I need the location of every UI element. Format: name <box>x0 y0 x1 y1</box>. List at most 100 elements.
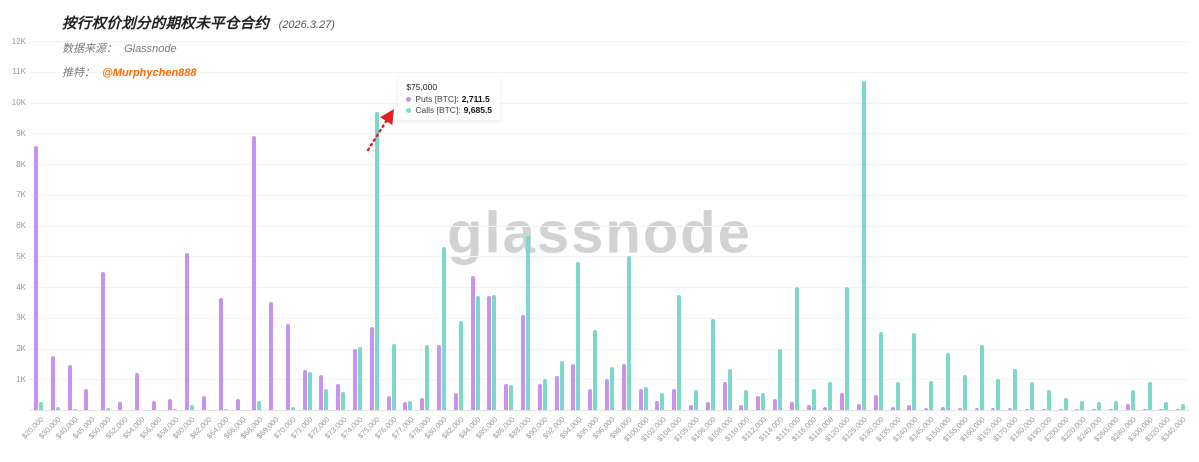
bar-puts[interactable] <box>1176 409 1181 410</box>
bar-puts[interactable] <box>689 405 693 410</box>
bar-puts[interactable] <box>873 394 878 410</box>
bar-calls[interactable] <box>458 320 463 410</box>
bar-calls[interactable] <box>1013 368 1018 410</box>
bar-calls[interactable] <box>929 380 934 410</box>
bar-puts[interactable] <box>369 326 374 410</box>
bar-puts[interactable] <box>1159 409 1164 410</box>
bar-calls[interactable] <box>794 287 799 410</box>
bar-calls[interactable] <box>408 400 413 410</box>
bar-puts[interactable] <box>33 145 38 410</box>
bar-puts[interactable] <box>67 365 72 410</box>
bar-puts[interactable] <box>201 396 206 410</box>
bar-puts[interactable] <box>722 382 727 410</box>
bar-puts[interactable] <box>554 376 559 410</box>
bar-calls[interactable] <box>559 360 564 410</box>
bar-puts[interactable] <box>235 399 240 410</box>
bar-calls[interactable] <box>626 256 631 411</box>
bar-calls[interactable] <box>358 347 362 410</box>
bar-puts[interactable] <box>50 356 55 410</box>
bar-calls[interactable] <box>190 405 195 410</box>
bar-calls[interactable] <box>374 112 379 410</box>
bar-puts[interactable] <box>571 363 576 410</box>
bar-puts[interactable] <box>537 383 542 410</box>
bar-calls[interactable] <box>828 382 833 410</box>
bar-puts[interactable] <box>1108 409 1113 410</box>
bar-calls[interactable] <box>442 247 446 410</box>
bar-calls[interactable] <box>1097 402 1102 410</box>
bar-puts[interactable] <box>756 396 761 410</box>
bar-calls[interactable] <box>912 333 917 410</box>
bar-puts[interactable] <box>185 253 190 410</box>
bar-puts[interactable] <box>1024 408 1029 410</box>
bar-calls[interactable] <box>996 379 1001 411</box>
bar-calls[interactable] <box>526 236 530 410</box>
bar-puts[interactable] <box>252 136 257 410</box>
bar-calls[interactable] <box>1181 403 1186 411</box>
bar-calls[interactable] <box>257 400 262 410</box>
bar-puts[interactable] <box>924 407 929 410</box>
bar-puts[interactable] <box>470 276 475 410</box>
bar-puts[interactable] <box>101 271 106 410</box>
bar-puts[interactable] <box>117 402 122 410</box>
bar-puts[interactable] <box>806 405 811 410</box>
bar-puts[interactable] <box>672 388 677 410</box>
bar-puts[interactable] <box>437 345 441 410</box>
bar-calls[interactable] <box>341 391 346 410</box>
bar-puts[interactable] <box>420 397 425 410</box>
bar-calls[interactable] <box>610 366 614 410</box>
bar-puts[interactable] <box>302 370 307 410</box>
bar-calls[interactable] <box>38 402 43 410</box>
bar-puts[interactable] <box>521 314 525 410</box>
bar-puts[interactable] <box>857 403 861 411</box>
bar-calls[interactable] <box>845 287 850 410</box>
bar-puts[interactable] <box>269 302 274 410</box>
bar-calls[interactable] <box>576 262 581 410</box>
bar-puts[interactable] <box>991 408 996 410</box>
bar-calls[interactable] <box>1046 390 1051 410</box>
bar-calls[interactable] <box>542 379 547 411</box>
bar-calls[interactable] <box>55 406 60 410</box>
bar-puts[interactable] <box>789 402 794 410</box>
bar-calls[interactable] <box>778 348 782 410</box>
bar-calls[interactable] <box>744 390 749 410</box>
bar-calls[interactable] <box>1063 397 1068 410</box>
bar-calls[interactable] <box>307 371 312 410</box>
bar-puts[interactable] <box>151 400 156 410</box>
bar-puts[interactable] <box>1092 409 1097 410</box>
bar-calls[interactable] <box>962 374 967 410</box>
bar-puts[interactable] <box>1075 409 1080 410</box>
bar-puts[interactable] <box>823 406 828 410</box>
bar-calls[interactable] <box>710 319 715 410</box>
bar-puts[interactable] <box>84 388 89 410</box>
bar-calls[interactable] <box>761 393 766 410</box>
bar-puts[interactable] <box>638 388 643 410</box>
bar-calls[interactable] <box>290 406 295 410</box>
bar-calls[interactable] <box>492 294 497 410</box>
bar-puts[interactable] <box>974 407 979 410</box>
bar-puts[interactable] <box>739 405 744 410</box>
bar-calls[interactable] <box>173 409 178 410</box>
bar-puts[interactable] <box>1041 408 1046 410</box>
bar-puts[interactable] <box>588 388 593 410</box>
bar-calls[interactable] <box>106 408 111 410</box>
bar-calls[interactable] <box>727 368 732 410</box>
bar-puts[interactable] <box>319 374 324 410</box>
bar-puts[interactable] <box>890 406 895 410</box>
bar-puts[interactable] <box>1142 409 1147 410</box>
bar-calls[interactable] <box>475 296 480 410</box>
bar-calls[interactable] <box>1113 400 1118 410</box>
bar-calls[interactable] <box>1080 400 1085 410</box>
bar-calls[interactable] <box>1147 382 1152 410</box>
twitter-handle[interactable]: @Murphychen888 <box>102 67 197 79</box>
bar-calls[interactable] <box>979 345 984 410</box>
bar-calls[interactable] <box>1029 382 1034 410</box>
bar-calls[interactable] <box>391 343 396 410</box>
bar-puts[interactable] <box>453 393 458 410</box>
bar-calls[interactable] <box>660 393 665 410</box>
bar-puts[interactable] <box>285 323 290 410</box>
bar-puts[interactable] <box>907 405 912 410</box>
bar-puts[interactable] <box>487 296 492 410</box>
bar-calls[interactable] <box>694 390 698 410</box>
bar-puts[interactable] <box>1008 408 1013 410</box>
bar-puts[interactable] <box>403 402 408 410</box>
